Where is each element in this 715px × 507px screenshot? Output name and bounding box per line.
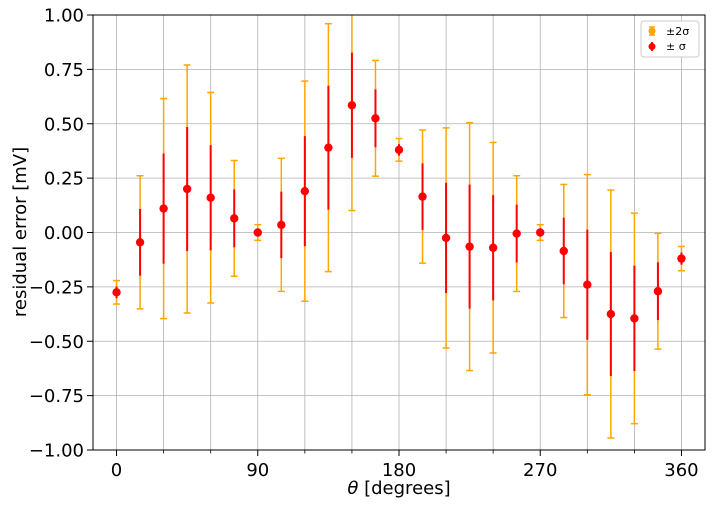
- y-tick-label: 0.25: [44, 169, 84, 190]
- y-tick-label: 1.00: [44, 6, 84, 27]
- y-tick-label: −1.00: [29, 441, 84, 462]
- data-point: [277, 220, 286, 230]
- data-point: [583, 280, 592, 289]
- data-point: [677, 254, 686, 263]
- legend-box: [640, 20, 700, 58]
- data-point: [488, 243, 498, 252]
- data-point: [653, 287, 663, 296]
- data-point: [253, 228, 262, 237]
- y-tick-label: −0.50: [29, 332, 84, 353]
- data-point: [112, 288, 121, 297]
- x-axis-label: θ [degrees]: [347, 478, 450, 499]
- data-point: [606, 309, 616, 319]
- x-tick-label: 180: [382, 460, 416, 481]
- data-point: [230, 214, 239, 223]
- data-point: [418, 192, 427, 201]
- legend-entry-one-sigma: ± σ: [648, 40, 686, 53]
- y-tick-label: −0.75: [29, 386, 84, 407]
- y-tick-label: 0.75: [44, 60, 84, 81]
- legend-label-two-sigma: ±2σ: [666, 25, 689, 38]
- data-point: [324, 143, 333, 152]
- data-point: [159, 204, 168, 213]
- y-tick-label: 0.00: [44, 223, 84, 244]
- axis-ticks: [87, 14, 682, 456]
- data-point: [135, 238, 145, 247]
- legend-entry-two-sigma: ±2σ: [648, 25, 689, 38]
- data-point: [512, 229, 521, 238]
- data-points: [112, 101, 686, 323]
- legend-marker-two-sigma: [648, 27, 656, 35]
- legend-label-one-sigma: ± σ: [666, 40, 686, 53]
- data-point: [347, 101, 357, 110]
- x-tick-label: 0: [111, 460, 122, 481]
- x-tick-label: 270: [523, 460, 557, 481]
- legend: ±2σ ± σ: [640, 20, 700, 58]
- data-point: [441, 233, 451, 243]
- data-point: [182, 184, 192, 194]
- data-point: [630, 314, 639, 323]
- data-point: [206, 193, 215, 202]
- y-tick-label: −0.25: [29, 277, 84, 298]
- data-point: [559, 246, 568, 256]
- data-point: [465, 242, 474, 251]
- x-tick-label: 90: [246, 460, 269, 481]
- data-point: [394, 145, 404, 155]
- x-tick-label: 360: [664, 460, 698, 481]
- y-tick-label: 0.50: [44, 114, 84, 135]
- legend-marker-one-sigma: [648, 43, 656, 50]
- data-point: [536, 228, 545, 237]
- data-point: [300, 186, 310, 196]
- tick-labels: 0 90 180 270 360 −1.00 −0.75 −0.50 −0.25 0.00 0.25…: [29, 6, 699, 482]
- y-axis-label: residual error [mV]: [10, 147, 31, 317]
- data-point: [371, 114, 380, 123]
